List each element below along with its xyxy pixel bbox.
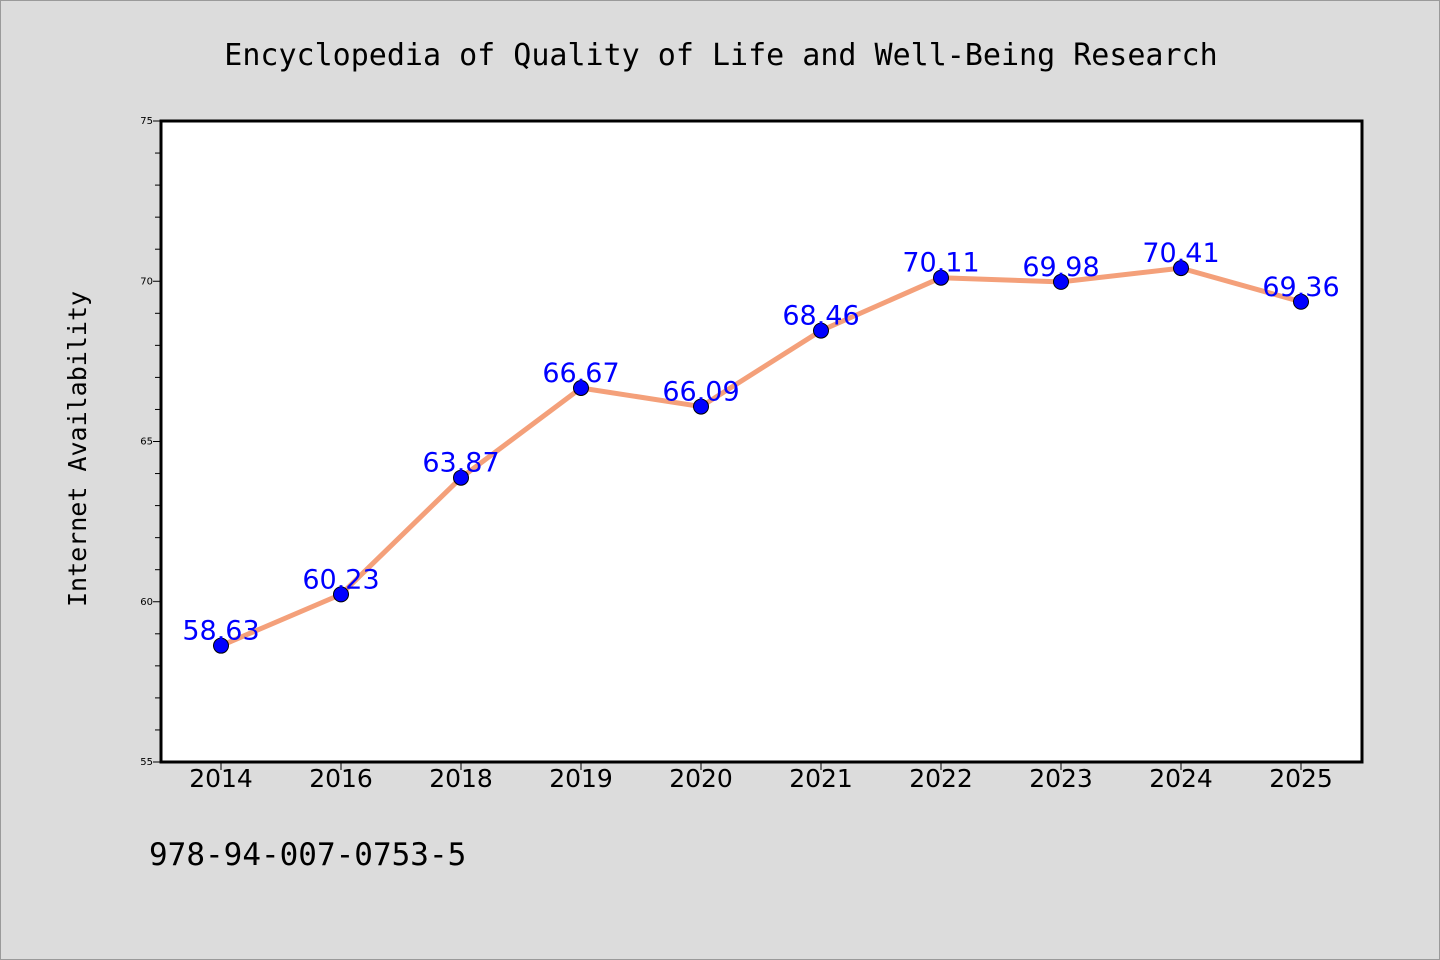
plot-frame	[159, 119, 1364, 764]
data-label: 63.87	[422, 448, 499, 479]
series-line	[218, 265, 1304, 649]
data-labels: 58.63 60.23 63.87 66.67 66.09 68.46 70.11 69.98…	[182, 238, 1339, 647]
isbn-text: 978-94-007-0753-5	[149, 837, 466, 873]
data-point	[453, 469, 469, 486]
y-tick-label: 65	[140, 437, 153, 448]
x-tick-label: 2019	[549, 764, 613, 793]
series-markers	[213, 260, 1309, 654]
x-tick-label: 2021	[789, 764, 853, 793]
data-point	[933, 269, 949, 286]
data-label: 70.41	[1142, 238, 1219, 269]
y-axis: 55 60 65 70 75	[140, 116, 161, 768]
x-tick-label: 2025	[1269, 764, 1333, 793]
data-point	[333, 586, 349, 603]
plot-area	[161, 121, 1362, 762]
data-point	[1173, 260, 1189, 277]
data-point	[1293, 293, 1309, 310]
y-tick-label: 75	[140, 116, 153, 127]
data-point	[813, 322, 829, 339]
data-label: 58.63	[182, 616, 259, 647]
x-tick-label: 2016	[309, 764, 373, 793]
x-tick-label: 2024	[1149, 764, 1213, 793]
data-label: 69.36	[1262, 272, 1339, 303]
y-tick-label: 55	[140, 757, 153, 768]
data-label: 70.11	[902, 248, 979, 279]
x-tick-label: 2018	[429, 764, 493, 793]
x-tick-label: 2020	[669, 764, 733, 793]
chart-title: Encyclopedia of Quality of Life and Well…	[224, 38, 1217, 73]
data-point	[1053, 273, 1069, 290]
y-tick-label: 70	[140, 276, 153, 287]
data-point	[573, 379, 589, 396]
y-tick-label: 60	[140, 597, 153, 608]
data-label: 66.67	[542, 358, 619, 389]
data-point	[693, 398, 709, 415]
data-label: 60.23	[302, 564, 379, 595]
data-label: 66.09	[662, 377, 739, 408]
y-axis-label: Internet Availability	[63, 291, 92, 607]
data-label: 68.46	[782, 301, 859, 332]
x-tick-label: 2014	[189, 764, 253, 793]
x-axis: 2014 2016 2018 2019 2020 2021 2022 2023 2024 2025	[189, 762, 1333, 793]
data-point	[213, 637, 229, 654]
x-tick-label: 2023	[1029, 764, 1093, 793]
data-label: 69.98	[1022, 252, 1099, 283]
x-tick-label: 2022	[909, 764, 973, 793]
